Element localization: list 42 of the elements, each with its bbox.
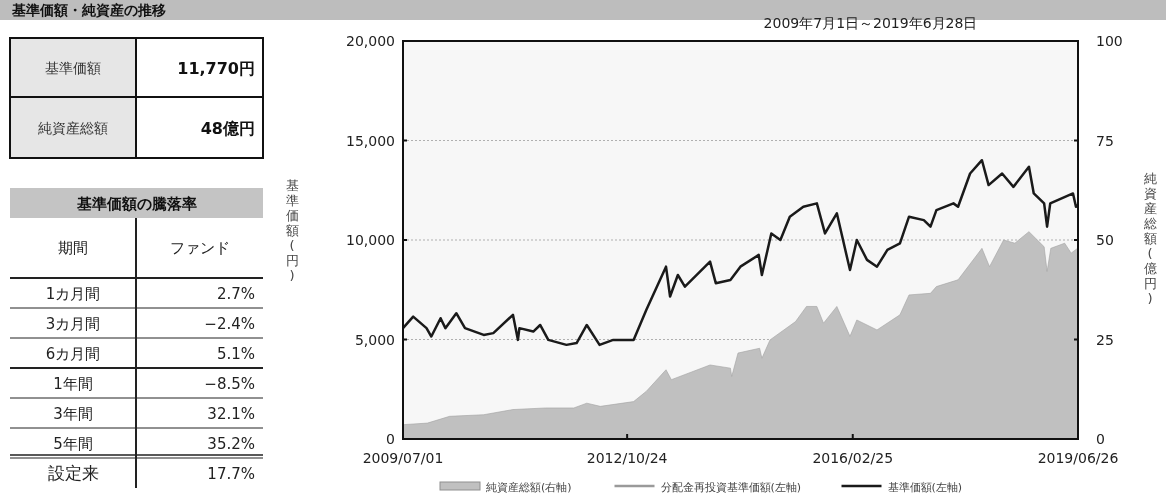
legend-label: 純資産総額(右軸) — [486, 481, 572, 494]
text: 1年間 — [53, 375, 93, 393]
y-tick-label: 0 — [386, 431, 395, 447]
text: 基準価額・純資産の推移 — [11, 2, 166, 18]
text: 32.1% — [207, 405, 255, 423]
text: 6カ月間 — [45, 345, 101, 363]
x-tick-label: 2019/06/26 — [1037, 450, 1119, 466]
text: ファンド — [169, 239, 230, 257]
text: 純資産総額(億円) — [1143, 170, 1157, 306]
x-tick-label: 2009/07/01 — [362, 450, 444, 466]
text: 3カ月間 — [45, 315, 101, 333]
text: 35.2% — [207, 435, 255, 453]
y2-tick-label: 25 — [1096, 331, 1114, 348]
x-tick-label: 2012/10/24 — [586, 450, 668, 466]
y-tick-label: 10,000 — [346, 232, 395, 248]
y-axis-title: 基準価額(円) — [285, 177, 299, 283]
chart-subtitle: 2009年7月1日～2019年6月28日 — [763, 15, 978, 31]
text: 5年間 — [53, 435, 93, 453]
text: 1カ月間 — [45, 285, 101, 303]
text: 基準価額 — [45, 59, 101, 76]
y-tick-label: 15,000 — [346, 132, 395, 149]
text: 3年間 — [53, 405, 93, 423]
legend-label: 基準価額(左軸) — [887, 481, 963, 494]
text: 純資産総額 — [38, 119, 108, 136]
text: −8.5% — [204, 375, 255, 393]
y2-tick-label: 0 — [1096, 431, 1105, 447]
y-tick-label: 20,000 — [346, 33, 395, 49]
text: 設定来 — [47, 463, 99, 483]
y2-tick-label: 75 — [1096, 132, 1114, 149]
text: 基準価額の騰落率 — [75, 195, 197, 213]
text: 期間 — [58, 239, 88, 257]
text: 48億円 — [200, 118, 255, 138]
y2-tick-label: 100 — [1096, 33, 1123, 49]
y-tick-label: 5,000 — [354, 331, 395, 348]
text: 2.7% — [216, 285, 255, 303]
text: −2.4% — [204, 315, 255, 333]
text: 17.7% — [207, 465, 255, 483]
text: 5.1% — [216, 345, 255, 363]
text: 11,770円 — [177, 58, 255, 78]
legend-label: 分配金再投資基準価額(左軸) — [660, 481, 802, 494]
y2-tick-label: 50 — [1096, 232, 1114, 248]
x-tick-label: 2016/02/25 — [812, 450, 894, 466]
